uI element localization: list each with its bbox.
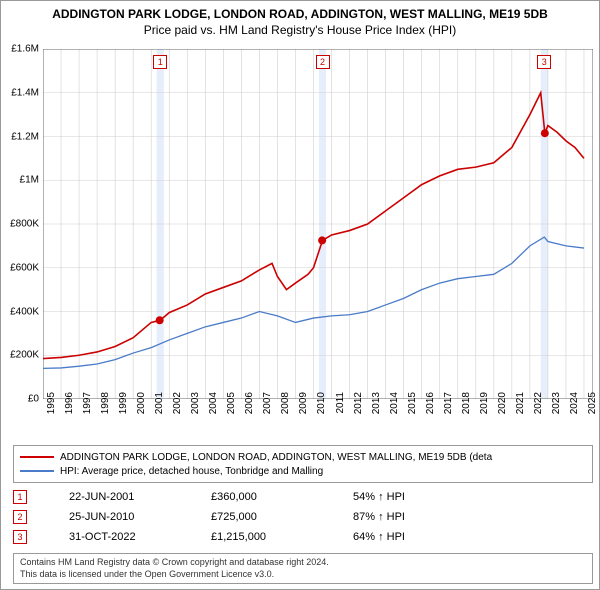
- y-axis-label: £1.6M: [1, 44, 39, 55]
- x-axis-label: 2018: [461, 392, 472, 432]
- x-axis-label: 1996: [64, 392, 75, 432]
- event-row: 2 25-JUN-2010 £725,000 87% ↑ HPI: [13, 507, 593, 527]
- event-badge: 3: [13, 530, 27, 544]
- y-axis-label: £800K: [1, 219, 39, 230]
- x-axis-label: 2017: [443, 392, 454, 432]
- x-axis-label: 2009: [298, 392, 309, 432]
- event-price: £1,215,000: [211, 531, 311, 543]
- x-axis-label: 2008: [280, 392, 291, 432]
- legend-swatch: [20, 470, 54, 472]
- x-axis-label: 2020: [497, 392, 508, 432]
- x-axis-label: 1998: [100, 392, 111, 432]
- legend-swatch: [20, 456, 54, 458]
- legend-item: ADDINGTON PARK LODGE, LONDON ROAD, ADDIN…: [20, 450, 586, 464]
- y-axis-label: £1.2M: [1, 131, 39, 142]
- x-axis-label: 2012: [353, 392, 364, 432]
- legend-label: HPI: Average price, detached house, Tonb…: [60, 466, 323, 477]
- x-axis-label: 2022: [533, 392, 544, 432]
- event-date: 31-OCT-2022: [69, 531, 169, 543]
- attribution-line1: Contains HM Land Registry data © Crown c…: [20, 557, 586, 569]
- x-axis-label: 1999: [118, 392, 129, 432]
- x-axis-label: 2010: [316, 392, 327, 432]
- event-date: 25-JUN-2010: [69, 511, 169, 523]
- y-axis-label: £1M: [1, 175, 39, 186]
- event-badge: 2: [13, 510, 27, 524]
- x-axis-label: 1997: [82, 392, 93, 432]
- event-badge: 1: [13, 490, 27, 504]
- x-axis-label: 2000: [136, 392, 147, 432]
- x-axis-label: 2007: [262, 392, 273, 432]
- y-axis-label: £600K: [1, 262, 39, 273]
- x-axis-label: 2021: [515, 392, 526, 432]
- x-axis-label: 2015: [407, 392, 418, 432]
- chart-event-badge: 3: [537, 55, 551, 69]
- event-row: 3 31-OCT-2022 £1,215,000 64% ↑ HPI: [13, 527, 593, 547]
- chart-area: £0£200K£400K£600K£800K£1M£1.2M£1.4M£1.6M…: [43, 49, 593, 399]
- legend: ADDINGTON PARK LODGE, LONDON ROAD, ADDIN…: [13, 445, 593, 483]
- events-table: 1 22-JUN-2001 £360,000 54% ↑ HPI 2 25-JUN-201…: [13, 487, 593, 547]
- chart-event-badge: 2: [316, 55, 330, 69]
- y-axis-label: £200K: [1, 350, 39, 361]
- chart-event-badge: 1: [153, 55, 167, 69]
- x-axis-label: 2011: [335, 392, 346, 432]
- x-axis-label: 2016: [425, 392, 436, 432]
- attribution-line2: This data is licensed under the Open Gov…: [20, 569, 586, 581]
- chart-container: ADDINGTON PARK LODGE, LONDON ROAD, ADDIN…: [0, 0, 600, 590]
- chart-svg: [43, 49, 593, 399]
- x-axis-label: 2014: [389, 392, 400, 432]
- event-delta: 54% ↑ HPI: [353, 491, 405, 503]
- title-subtitle: Price paid vs. HM Land Registry's House …: [1, 21, 599, 37]
- y-axis-label: £1.4M: [1, 87, 39, 98]
- legend-item: HPI: Average price, detached house, Tonb…: [20, 464, 586, 478]
- x-axis-label: 2002: [172, 392, 183, 432]
- y-axis-label: £400K: [1, 306, 39, 317]
- title-address: ADDINGTON PARK LODGE, LONDON ROAD, ADDIN…: [1, 1, 599, 21]
- x-axis-label: 2001: [154, 392, 165, 432]
- x-axis-label: 2004: [208, 392, 219, 432]
- legend-label: ADDINGTON PARK LODGE, LONDON ROAD, ADDIN…: [60, 452, 492, 463]
- event-delta: 87% ↑ HPI: [353, 511, 405, 523]
- x-axis-label: 2003: [190, 392, 201, 432]
- x-axis-label: 1995: [46, 392, 57, 432]
- x-axis-label: 2023: [551, 392, 562, 432]
- event-date: 22-JUN-2001: [69, 491, 169, 503]
- x-axis-label: 2006: [244, 392, 255, 432]
- event-price: £360,000: [211, 491, 311, 503]
- event-price: £725,000: [211, 511, 311, 523]
- x-axis-label: 2013: [371, 392, 382, 432]
- x-axis-label: 2025: [587, 392, 598, 432]
- x-axis-label: 2005: [226, 392, 237, 432]
- attribution: Contains HM Land Registry data © Crown c…: [13, 553, 593, 584]
- x-axis-label: 2024: [569, 392, 580, 432]
- event-row: 1 22-JUN-2001 £360,000 54% ↑ HPI: [13, 487, 593, 507]
- x-axis-label: 2019: [479, 392, 490, 432]
- y-axis-label: £0: [1, 394, 39, 405]
- event-delta: 64% ↑ HPI: [353, 531, 405, 543]
